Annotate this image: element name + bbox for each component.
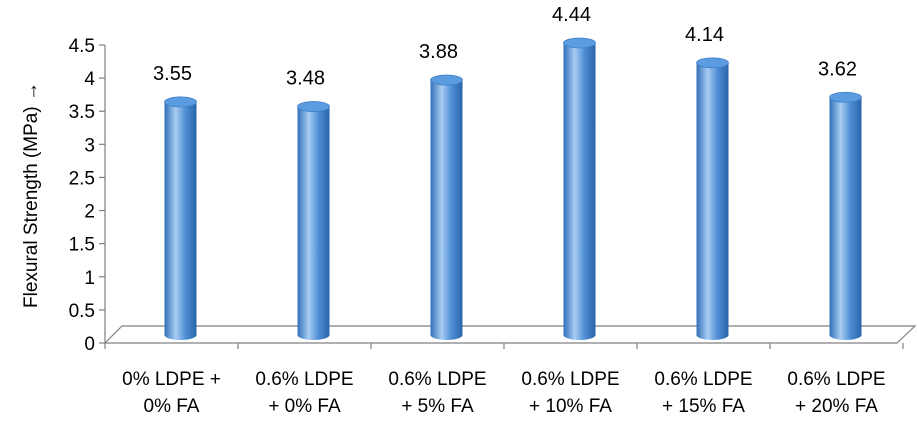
data-label: 3.88	[419, 41, 458, 63]
bar-body	[696, 62, 729, 341]
x-tick-label: 0.6% LDPE + 15% FA	[654, 369, 752, 417]
y-tick-label: 3.5	[69, 102, 95, 123]
bar-top	[829, 91, 862, 103]
y-tick-label: 4	[84, 69, 95, 90]
y-tick-label: 1.5	[69, 235, 95, 256]
bar	[563, 37, 596, 341]
y-tick-label: 0	[84, 334, 95, 355]
bar-top	[563, 37, 596, 49]
bar	[430, 74, 463, 341]
bar-body	[563, 42, 596, 341]
y-axis-label: Flexural Strength (MPa) →	[21, 82, 42, 308]
x-axis: 0% LDPE +0% FA 0.6% LDPE + 0% FA 0.6% LDPE +…	[104, 343, 904, 417]
bars	[164, 37, 862, 341]
x-tick-label: 0.6% LDPE + 5% FA	[388, 369, 486, 417]
data-label: 3.62	[818, 58, 857, 80]
bar-top	[297, 101, 330, 112]
data-label: 4.14	[685, 24, 724, 46]
bar	[829, 91, 862, 340]
bar-body	[430, 80, 463, 341]
x-tick-label: 0% LDPE +0% FA	[122, 369, 221, 417]
chart-floor	[103, 325, 917, 344]
x-tick-label: 0.6% LDPE + 20% FA	[787, 369, 885, 417]
y-tick-label: 2.5	[69, 168, 95, 189]
bar	[164, 96, 197, 341]
y-tick-label: 0.5	[69, 301, 95, 322]
x-tick-label: 0.6% LDPE + 0% FA	[255, 369, 353, 417]
y-tick-label: 2	[84, 202, 95, 223]
floor-plane	[103, 325, 917, 344]
bar-top	[164, 96, 197, 108]
bar	[297, 101, 330, 341]
y-axis: 0 0.5 1 1.5 2 2.5 3 3.5 4 4.5	[69, 36, 106, 355]
bar	[696, 57, 729, 341]
x-tick-label: 0.6% LDPE + 10% FA	[521, 369, 619, 417]
bar-top	[430, 74, 463, 86]
bar-body	[164, 101, 197, 341]
bar-body	[829, 97, 862, 340]
bar-top	[696, 57, 729, 69]
data-label: 3.48	[286, 68, 325, 90]
y-tick-label: 1	[84, 268, 95, 289]
bar-body	[297, 106, 330, 341]
data-label: 3.55	[153, 63, 192, 85]
data-labels: 3.55 3.48 3.88 4.44 4.14 3.62	[153, 4, 857, 90]
data-label: 4.44	[552, 4, 591, 26]
y-tick-label: 3	[84, 135, 95, 156]
y-tick-label: 4.5	[69, 36, 95, 57]
